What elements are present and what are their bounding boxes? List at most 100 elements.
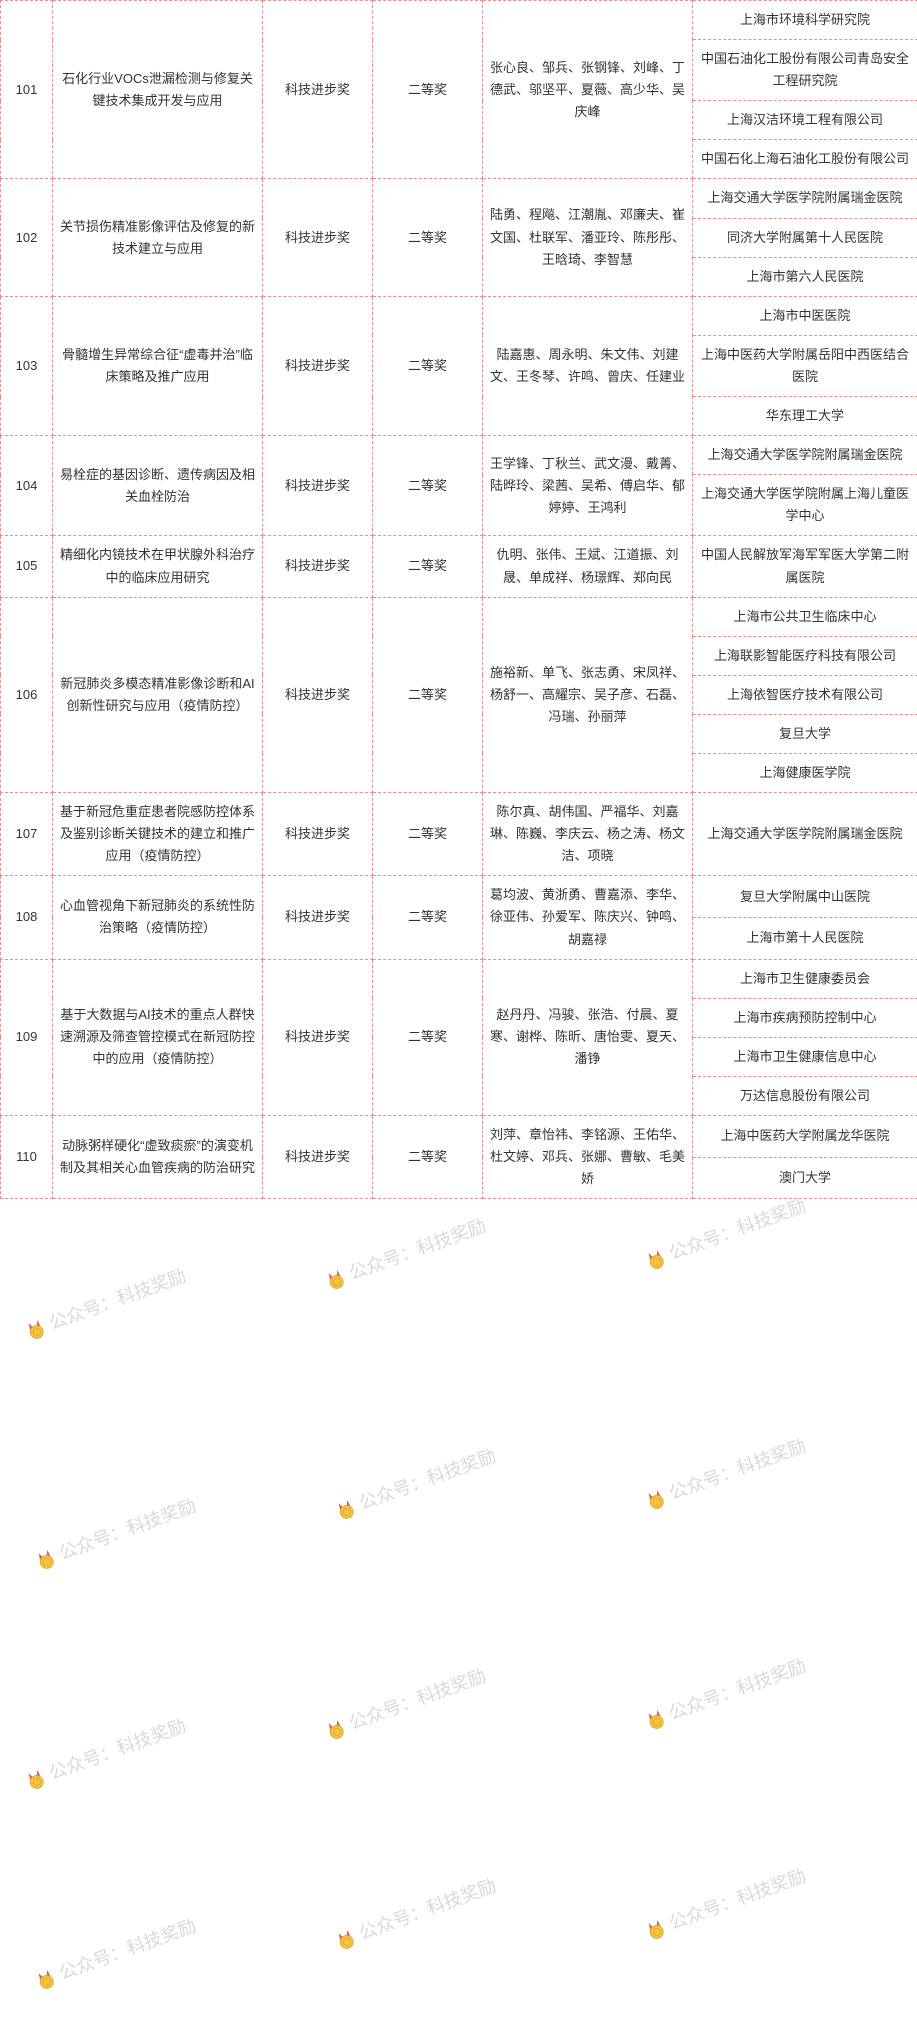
cell-org: 上海交通大学医学院附属瑞金医院: [693, 179, 917, 218]
cell-org: 上海依智医疗技术有限公司: [693, 675, 917, 714]
cell-project: 心血管视角下新冠肺炎的系统性防治策略（疫情防控）: [53, 876, 263, 959]
cell-org: 上海市疾病预防控制中心: [693, 998, 917, 1037]
cell-org: 上海交通大学医学院附属瑞金医院: [693, 436, 917, 475]
cell-org: 同济大学附属第十人民医院: [693, 218, 917, 257]
cell-level: 二等奖: [373, 793, 483, 876]
watermark: 公众号：科技奖励: [641, 1652, 810, 1735]
cell-org: 上海中医药大学附属龙华医院: [693, 1116, 917, 1158]
cell-people: 陆嘉惠、周永明、朱文伟、刘建文、王冬琴、许鸣、曾庆、任建业: [483, 296, 693, 435]
cell-org: 上海市环境科学研究院: [693, 1, 917, 40]
cell-level: 二等奖: [373, 597, 483, 792]
table-row: 103骨髓增生异常综合征“虚毒并治”临床策略及推广应用科技进步奖二等奖陆嘉惠、周…: [1, 296, 917, 335]
cell-org: 复旦大学: [693, 714, 917, 753]
cell-org: 上海健康医学院: [693, 753, 917, 792]
cell-people: 仇明、张伟、王斌、江道振、刘晟、单成祥、杨璟辉、郑向民: [483, 536, 693, 597]
cell-people: 葛均波、黄浙勇、曹嘉添、李华、徐亚伟、孙爱军、陈庆兴、钟鸣、胡嘉禄: [483, 876, 693, 959]
table-row: 105精细化内镜技术在甲状腺外科治疗中的临床应用研究科技进步奖二等奖仇明、张伟、…: [1, 536, 917, 597]
cell-project: 关节损伤精准影像评估及修复的新技术建立与应用: [53, 179, 263, 296]
watermark: 公众号：科技奖励: [641, 1862, 810, 1945]
cell-index: 108: [1, 876, 53, 959]
cell-level: 二等奖: [373, 959, 483, 1115]
cell-index: 105: [1, 536, 53, 597]
watermark: 公众号：科技奖励: [321, 1212, 490, 1295]
cell-people: 陆勇、程飚、江潮胤、邓廉夫、崔文国、杜联军、潘亚玲、陈彤彤、王晗琦、李智慧: [483, 179, 693, 296]
table-row: 109基于大数据与AI技术的重点人群快速溯源及筛查管控模式在新冠防控中的应用（疫…: [1, 959, 917, 998]
cell-index: 101: [1, 1, 53, 179]
cell-people: 赵丹丹、冯骏、张浩、付晨、夏寒、谢桦、陈昕、唐怡雯、夏天、潘铮: [483, 959, 693, 1115]
cell-org: 上海市第十人民医院: [693, 917, 917, 959]
cell-index: 102: [1, 179, 53, 296]
cell-org: 上海交通大学医学院附属瑞金医院: [693, 793, 917, 876]
cell-project: 基于大数据与AI技术的重点人群快速溯源及筛查管控模式在新冠防控中的应用（疫情防控…: [53, 959, 263, 1115]
cell-people: 施裕新、单飞、张志勇、宋凤祥、杨舒一、高耀宗、吴子彦、石磊、冯瑞、孙丽萍: [483, 597, 693, 792]
cell-type: 科技进步奖: [263, 597, 373, 792]
cell-type: 科技进步奖: [263, 959, 373, 1115]
cell-org: 中国人民解放军海军军医大学第二附属医院: [693, 536, 917, 597]
cell-type: 科技进步奖: [263, 536, 373, 597]
watermark: 公众号：科技奖励: [21, 1262, 190, 1345]
cell-level: 二等奖: [373, 876, 483, 959]
watermark: 公众号：科技奖励: [321, 1662, 490, 1745]
cell-index: 103: [1, 296, 53, 435]
table-row: 110动脉粥样硬化“虚致痰瘀”的演变机制及其相关心血管疾病的防治研究科技进步奖二…: [1, 1116, 917, 1158]
cell-type: 科技进步奖: [263, 1, 373, 179]
cell-type: 科技进步奖: [263, 793, 373, 876]
awards-table: 101石化行业VOCs泄漏检测与修复关键技术集成开发与应用科技进步奖二等奖张心良…: [0, 0, 917, 1199]
cell-org: 中国石化上海石油化工股份有限公司: [693, 140, 917, 179]
cell-org: 上海市卫生健康委员会: [693, 959, 917, 998]
table-row: 108心血管视角下新冠肺炎的系统性防治策略（疫情防控）科技进步奖二等奖葛均波、黄…: [1, 876, 917, 918]
cell-level: 二等奖: [373, 179, 483, 296]
cell-org: 中国石油化工股份有限公司青岛安全工程研究院: [693, 40, 917, 101]
cell-type: 科技进步奖: [263, 179, 373, 296]
cell-project: 基于新冠危重症患者院感防控体系及鉴别诊断关键技术的建立和推广应用（疫情防控）: [53, 793, 263, 876]
table-row: 104易栓症的基因诊断、遗传病因及相关血栓防治科技进步奖二等奖王学锋、丁秋兰、武…: [1, 436, 917, 475]
watermark: 公众号：科技奖励: [641, 1192, 810, 1275]
cell-org: 上海中医药大学附属岳阳中西医结合医院: [693, 335, 917, 396]
cell-org: 上海市第六人民医院: [693, 257, 917, 296]
cell-project: 新冠肺炎多模态精准影像诊断和AI创新性研究与应用（疫情防控）: [53, 597, 263, 792]
cell-level: 二等奖: [373, 1116, 483, 1199]
cell-org: 上海汉洁环境工程有限公司: [693, 101, 917, 140]
watermark: 公众号：科技奖励: [31, 1912, 200, 1995]
cell-people: 陈尔真、胡伟国、严福华、刘嘉琳、陈巍、李庆云、杨之涛、杨文洁、项晓: [483, 793, 693, 876]
cell-people: 张心良、邹兵、张钢锋、刘峰、丁德武、邬坚平、夏薇、高少华、吴庆峰: [483, 1, 693, 179]
watermark: 公众号：科技奖励: [331, 1872, 500, 1955]
table-row: 106新冠肺炎多模态精准影像诊断和AI创新性研究与应用（疫情防控）科技进步奖二等…: [1, 597, 917, 636]
cell-project: 动脉粥样硬化“虚致痰瘀”的演变机制及其相关心血管疾病的防治研究: [53, 1116, 263, 1199]
cell-org: 上海市公共卫生临床中心: [693, 597, 917, 636]
cell-org: 上海交通大学医学院附属上海儿童医学中心: [693, 475, 917, 536]
cell-index: 107: [1, 793, 53, 876]
watermark: 公众号：科技奖励: [21, 1712, 190, 1795]
cell-org: 上海市卫生健康信息中心: [693, 1037, 917, 1076]
table-row: 101石化行业VOCs泄漏检测与修复关键技术集成开发与应用科技进步奖二等奖张心良…: [1, 1, 917, 40]
cell-index: 104: [1, 436, 53, 536]
cell-index: 110: [1, 1116, 53, 1199]
table-row: 107基于新冠危重症患者院感防控体系及鉴别诊断关键技术的建立和推广应用（疫情防控…: [1, 793, 917, 876]
watermark: 公众号：科技奖励: [641, 1432, 810, 1515]
cell-org: 万达信息股份有限公司: [693, 1076, 917, 1115]
cell-org: 上海联影智能医疗科技有限公司: [693, 636, 917, 675]
cell-index: 106: [1, 597, 53, 792]
watermark: 公众号：科技奖励: [31, 1492, 200, 1575]
cell-project: 精细化内镜技术在甲状腺外科治疗中的临床应用研究: [53, 536, 263, 597]
cell-org: 澳门大学: [693, 1157, 917, 1199]
cell-people: 王学锋、丁秋兰、武文漫、戴菁、陆晔玲、梁茜、吴希、傅启华、郁婷婷、王鸿利: [483, 436, 693, 536]
watermark: 公众号：科技奖励: [331, 1442, 500, 1525]
cell-people: 刘萍、章怡祎、李铭源、王佑华、杜文婷、邓兵、张娜、曹敏、毛美娇: [483, 1116, 693, 1199]
table-row: 102关节损伤精准影像评估及修复的新技术建立与应用科技进步奖二等奖陆勇、程飚、江…: [1, 179, 917, 218]
cell-project: 骨髓增生异常综合征“虚毒并治”临床策略及推广应用: [53, 296, 263, 435]
cell-level: 二等奖: [373, 436, 483, 536]
cell-level: 二等奖: [373, 296, 483, 435]
cell-level: 二等奖: [373, 1, 483, 179]
cell-type: 科技进步奖: [263, 876, 373, 959]
cell-project: 易栓症的基因诊断、遗传病因及相关血栓防治: [53, 436, 263, 536]
cell-org: 上海市中医医院: [693, 296, 917, 335]
cell-org: 华东理工大学: [693, 397, 917, 436]
cell-project: 石化行业VOCs泄漏检测与修复关键技术集成开发与应用: [53, 1, 263, 179]
cell-type: 科技进步奖: [263, 296, 373, 435]
cell-level: 二等奖: [373, 536, 483, 597]
cell-type: 科技进步奖: [263, 436, 373, 536]
cell-index: 109: [1, 959, 53, 1115]
cell-type: 科技进步奖: [263, 1116, 373, 1199]
cell-org: 复旦大学附属中山医院: [693, 876, 917, 918]
